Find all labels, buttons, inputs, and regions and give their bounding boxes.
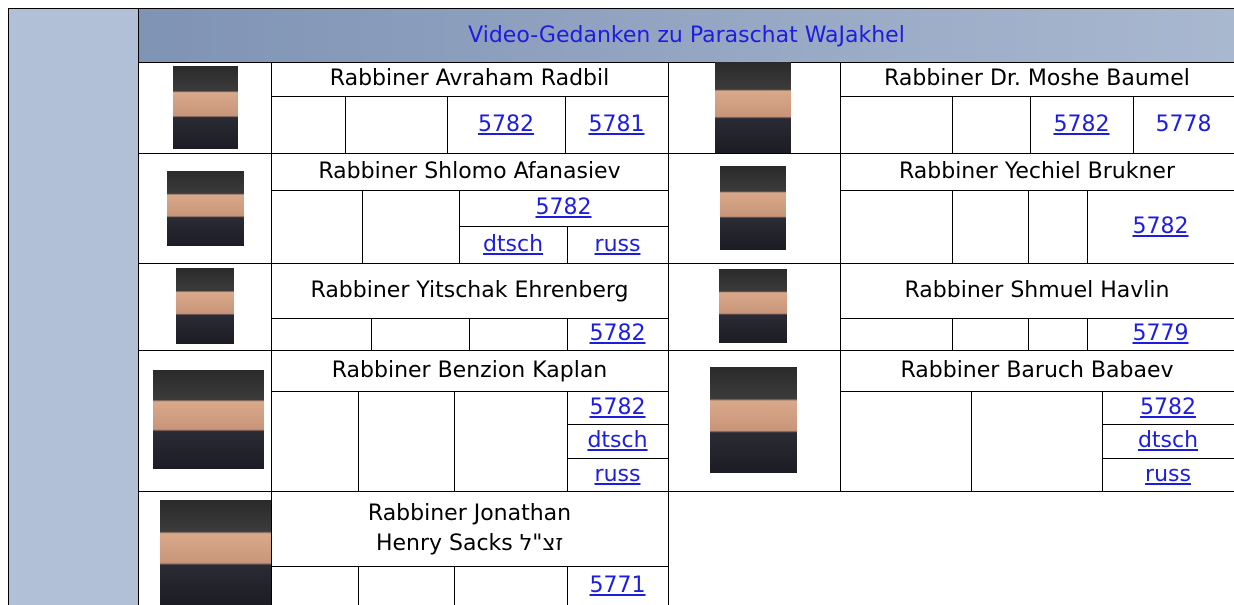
video-link[interactable]: 5778 bbox=[1133, 96, 1234, 153]
link-column bbox=[371, 318, 470, 351]
video-link[interactable]: 5782 bbox=[1030, 96, 1133, 153]
link-column bbox=[1028, 190, 1088, 264]
rabbi-photo bbox=[160, 500, 271, 605]
video-link[interactable]: 5779 bbox=[1087, 318, 1234, 350]
rabbi-photo bbox=[167, 171, 244, 246]
rabbi-name: Rabbiner Avraham Radbil bbox=[271, 62, 668, 96]
rabbi-name: Rabbiner Dr. Moshe Baumel bbox=[840, 62, 1234, 96]
link-column bbox=[454, 566, 568, 605]
link-column bbox=[362, 190, 460, 264]
rabbi-photo bbox=[153, 370, 264, 469]
video-link[interactable]: russ bbox=[567, 226, 668, 263]
rabbi-name: Rabbiner Baruch Babaev bbox=[840, 350, 1234, 391]
rabbi-photo bbox=[173, 66, 238, 149]
body: Video-Gedanken zu Paraschat WaJakhel Rab… bbox=[0, 0, 1234, 605]
link-column bbox=[454, 391, 568, 492]
rabbi-photo bbox=[715, 62, 791, 153]
video-link[interactable]: dtsch bbox=[1102, 424, 1234, 458]
rabbi-name: Rabbiner Shlomo Afanasiev bbox=[271, 153, 668, 190]
link-column bbox=[952, 190, 1029, 264]
video-link[interactable]: russ bbox=[567, 458, 668, 491]
video-link[interactable]: 5782 bbox=[1087, 190, 1234, 263]
page-root: Video-Gedanken zu Paraschat WaJakhel Rab… bbox=[0, 0, 1234, 605]
link-column bbox=[271, 96, 346, 154]
link-column bbox=[840, 190, 953, 264]
video-link[interactable]: dtsch bbox=[459, 226, 567, 263]
video-link[interactable]: 5781 bbox=[565, 96, 668, 153]
link-column bbox=[271, 566, 359, 605]
page: Video-Gedanken {"header": {"title": "Vid… bbox=[0, 0, 1234, 605]
video-link[interactable]: 5782 bbox=[567, 318, 668, 350]
rabbi-photo bbox=[176, 268, 234, 344]
link-column bbox=[271, 318, 372, 351]
video-link[interactable]: 5782 bbox=[447, 96, 565, 153]
video-link[interactable]: 5771 bbox=[567, 566, 668, 605]
link-column bbox=[840, 391, 972, 492]
rabbi-name: Rabbiner Yitschak Ehrenberg bbox=[271, 263, 668, 318]
rabbi-name: Rabbiner Shmuel Havlin bbox=[840, 263, 1234, 318]
link-column bbox=[469, 318, 568, 351]
video-link[interactable]: 5782 bbox=[459, 190, 668, 226]
link-column bbox=[1028, 318, 1088, 351]
video-link[interactable]: russ bbox=[1102, 458, 1234, 491]
rabbi-name: Rabbiner Jonathan Henry Sacks זצ"ל bbox=[271, 491, 668, 566]
video-link[interactable]: dtsch bbox=[567, 424, 668, 458]
link-column bbox=[952, 318, 1029, 351]
rabbi-photo bbox=[719, 269, 787, 343]
link-column bbox=[840, 96, 953, 154]
video-link[interactable]: 5782 bbox=[567, 391, 668, 424]
link-column bbox=[358, 566, 455, 605]
link-column bbox=[952, 96, 1031, 154]
link-column bbox=[840, 318, 953, 351]
link-column bbox=[971, 391, 1103, 492]
link-column bbox=[358, 391, 455, 492]
sidebar bbox=[8, 8, 139, 605]
rabbi-name: Rabbiner Benzion Kaplan bbox=[271, 350, 668, 391]
header-title: Video-Gedanken zu Paraschat WaJakhel bbox=[138, 8, 1234, 63]
rabbi-photo bbox=[710, 367, 797, 473]
rabbi-photo bbox=[720, 166, 786, 250]
link-column bbox=[271, 190, 363, 264]
rabbi-name: Rabbiner Yechiel Brukner bbox=[840, 153, 1234, 190]
link-column bbox=[345, 96, 448, 154]
link-column bbox=[271, 391, 359, 492]
video-link[interactable]: 5782 bbox=[1102, 391, 1234, 424]
